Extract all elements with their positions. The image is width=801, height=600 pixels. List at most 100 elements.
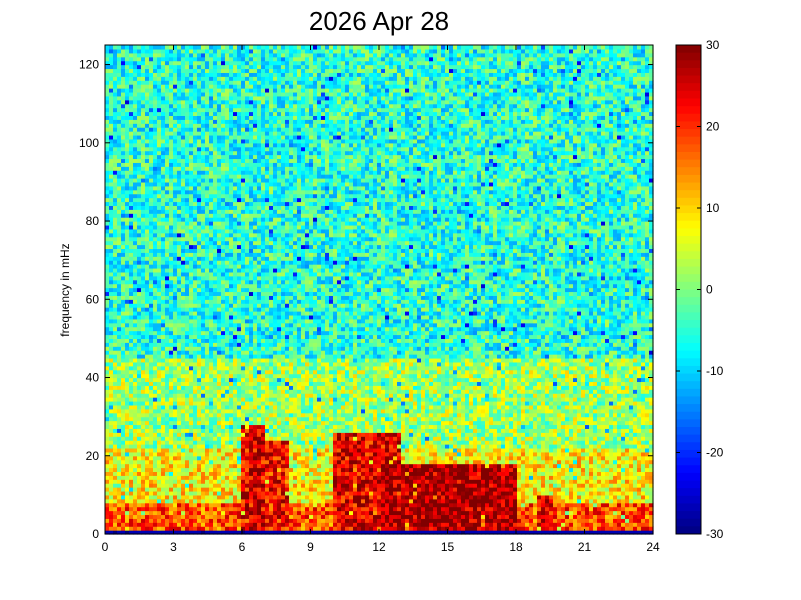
heatmap-cell [261, 111, 266, 117]
heatmap-cell [209, 228, 214, 234]
heatmap-cell [241, 48, 246, 54]
heatmap-cell [253, 162, 258, 167]
heatmap-cell [125, 201, 130, 206]
heatmap-cell [237, 189, 242, 195]
heatmap-cell [237, 252, 242, 257]
heatmap-cell [161, 224, 166, 230]
heatmap-cell [181, 178, 186, 183]
heatmap-cell [245, 88, 250, 93]
heatmap-cell [161, 158, 166, 163]
heatmap-cell [225, 483, 230, 488]
heatmap-cell [249, 506, 254, 512]
heatmap-cell [133, 479, 138, 484]
heatmap-cell [213, 95, 218, 101]
heatmap-cell [121, 287, 126, 293]
heatmap-cell [257, 275, 262, 281]
heatmap-cell [217, 185, 222, 191]
heatmap-cell [109, 416, 114, 422]
heatmap-cell [113, 150, 118, 156]
heatmap-cell [157, 424, 162, 429]
heatmap-cell [173, 48, 178, 54]
heatmap-cell [217, 385, 222, 390]
heatmap-cell [133, 146, 138, 152]
heatmap-cell [253, 127, 258, 132]
heatmap-cell [257, 455, 262, 461]
heatmap-cell [217, 354, 222, 359]
heatmap-cell [153, 205, 158, 210]
heatmap-cell [121, 52, 126, 58]
heatmap-cell [257, 236, 262, 242]
heatmap-cell [237, 45, 242, 50]
heatmap-cell [129, 393, 134, 398]
heatmap-cell [233, 483, 238, 488]
heatmap-cell [229, 455, 234, 461]
heatmap-cell [201, 52, 206, 58]
heatmap-cell [225, 424, 230, 429]
heatmap-cell [129, 455, 134, 461]
heatmap-cell [117, 330, 122, 336]
heatmap-cell [221, 530, 226, 535]
heatmap-cell [149, 287, 154, 293]
heatmap-cell [129, 369, 134, 375]
heatmap-cell [105, 103, 110, 109]
heatmap-cell [245, 228, 250, 234]
heatmap-cell [201, 338, 206, 343]
heatmap-cell [113, 350, 118, 355]
heatmap-cell [149, 224, 154, 230]
heatmap-cell [161, 381, 166, 386]
heatmap-cell [253, 463, 258, 469]
heatmap-cell [125, 88, 130, 93]
heatmap-cell [165, 526, 170, 531]
heatmap-cell [245, 150, 250, 156]
heatmap-cell [193, 436, 198, 441]
heatmap-cell [157, 330, 162, 336]
heatmap-cell [113, 307, 118, 312]
heatmap-cell [245, 502, 250, 508]
heatmap-cell [145, 451, 150, 457]
heatmap-cell [257, 471, 262, 476]
heatmap-cell [137, 217, 142, 222]
heatmap-cell [121, 213, 126, 218]
heatmap-cell [105, 115, 110, 120]
heatmap-cell [137, 361, 142, 367]
heatmap-cell [221, 123, 226, 128]
heatmap-cell [233, 138, 238, 144]
heatmap-cell [229, 181, 234, 187]
heatmap-cell [149, 131, 154, 136]
heatmap-cell [237, 393, 242, 398]
heatmap-cell [217, 291, 222, 296]
heatmap-cell [129, 115, 134, 120]
heatmap-cell [169, 185, 174, 191]
heatmap-cell [237, 240, 242, 246]
heatmap-cell [209, 217, 214, 222]
heatmap-cell [245, 252, 250, 257]
heatmap-cell [249, 510, 254, 516]
heatmap-cell [229, 506, 234, 512]
heatmap-cell [245, 326, 250, 332]
heatmap-cell [181, 142, 186, 148]
heatmap-cell [161, 416, 166, 422]
heatmap-cell [229, 346, 234, 351]
heatmap-cell [249, 99, 254, 105]
heatmap-cell [257, 416, 262, 422]
heatmap-cell [185, 158, 190, 163]
heatmap-cell [193, 428, 198, 433]
heatmap-cell [133, 322, 138, 328]
heatmap-cell [121, 217, 126, 222]
heatmap-cell [217, 174, 222, 179]
heatmap-cell [245, 342, 250, 347]
heatmap-cell [177, 420, 182, 426]
heatmap-cell [177, 408, 182, 414]
heatmap-cell [161, 209, 166, 214]
heatmap-cell [249, 311, 254, 316]
heatmap-cell [121, 350, 126, 355]
heatmap-cell [217, 326, 222, 332]
heatmap-cell [161, 498, 166, 504]
heatmap-cell [185, 420, 190, 426]
heatmap-cell [221, 56, 226, 62]
heatmap-cell [121, 397, 126, 402]
heatmap-cell [253, 107, 258, 113]
heatmap-cell [233, 381, 238, 386]
heatmap-cell [173, 506, 178, 512]
heatmap-cell [245, 404, 250, 410]
